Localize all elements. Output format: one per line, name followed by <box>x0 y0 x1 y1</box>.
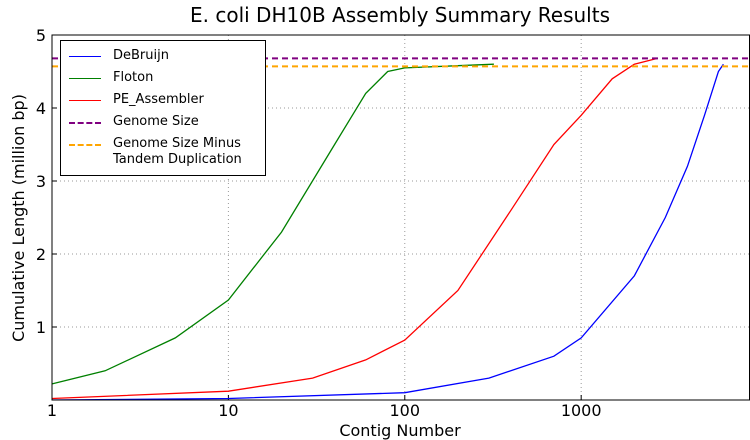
legend-swatch <box>69 144 101 146</box>
legend-entry: PE_Assembler <box>61 89 265 111</box>
chart-title: E. coli DH10B Assembly Summary Results <box>190 3 610 27</box>
plot-area <box>52 57 750 400</box>
legend-entry: Floton <box>61 67 265 89</box>
y-tick-label: 4 <box>36 99 46 118</box>
x-tick-label: 1 <box>47 401 57 420</box>
x-tick-label: 1000 <box>561 401 602 420</box>
legend-label: DeBruijn <box>113 48 169 63</box>
y-tick-label: 5 <box>36 26 46 45</box>
y-tick-label: 1 <box>36 318 46 337</box>
y-axis-label: Cumulative Length (million bp) <box>9 94 28 342</box>
x-axis-label: Contig Number <box>339 421 461 440</box>
legend-label: Genome Size <box>113 114 199 129</box>
legend-swatch <box>69 122 101 124</box>
legend-swatch <box>69 100 101 101</box>
y-tick-label: 3 <box>36 172 46 191</box>
legend-entry: DeBruijn <box>61 45 265 67</box>
legend: DeBruijn Floton PE_Assembler Genome Size Gen… <box>60 40 266 176</box>
legend-label: PE_Assembler <box>113 92 204 107</box>
legend-entry: Genome Size Minus Tandem Duplication <box>61 133 265 171</box>
y-tick-label: 2 <box>36 245 46 264</box>
legend-entry: Genome Size <box>61 111 265 133</box>
x-tick-label: 100 <box>390 401 421 420</box>
x-tick-label: 10 <box>218 401 238 420</box>
series-line <box>52 63 724 400</box>
legend-label: Floton <box>113 70 154 85</box>
legend-swatch <box>69 56 101 57</box>
legend-swatch <box>69 78 101 79</box>
legend-label: Genome Size Minus Tandem Duplication <box>113 136 242 167</box>
series-line <box>52 57 658 400</box>
